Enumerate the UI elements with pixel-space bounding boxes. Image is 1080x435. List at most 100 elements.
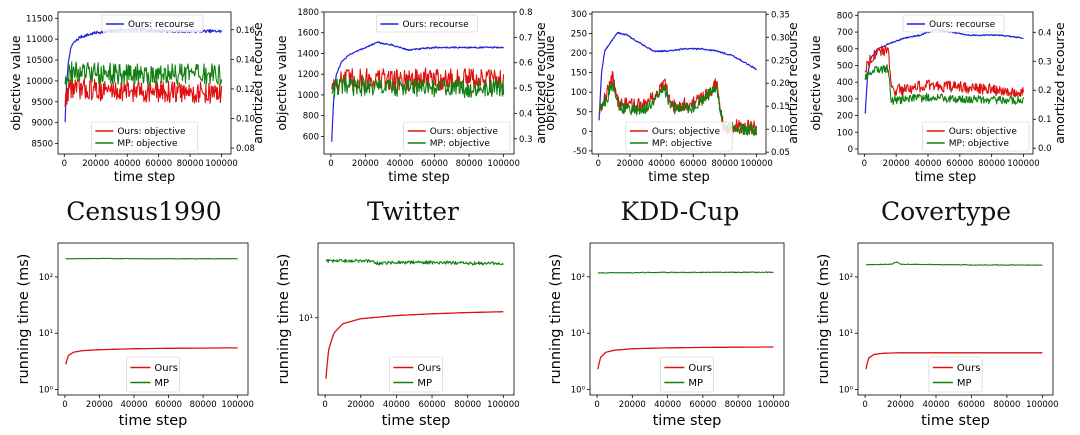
legend-label-mp: MP: objective bbox=[430, 139, 491, 149]
y2-tick-label: 0.7 bbox=[519, 33, 533, 43]
x-tick-label: 60000 bbox=[958, 400, 985, 410]
series-group bbox=[865, 261, 1043, 370]
plot-frame bbox=[323, 11, 515, 155]
x-tick-label: 0 bbox=[62, 159, 67, 169]
x-axis-label: time step bbox=[653, 413, 722, 429]
y2-tick-label: 0.35 bbox=[771, 10, 790, 20]
series-line-ours bbox=[864, 45, 1025, 98]
legend-label-mp: MP: objective bbox=[117, 139, 178, 149]
legend-label-ours: Ours bbox=[957, 363, 981, 374]
y-tick-label: 10000 bbox=[26, 77, 53, 87]
legend-box bbox=[922, 121, 1030, 152]
y-tick-label: 9500 bbox=[31, 98, 53, 108]
plot-frame bbox=[589, 242, 785, 396]
y-tick-label: 300 bbox=[837, 95, 853, 105]
x-tick-label: 100000 bbox=[757, 400, 789, 410]
series-line-mp bbox=[325, 258, 504, 266]
legend-label-mp: MP bbox=[154, 378, 169, 389]
y2-tick-label: 0.3 bbox=[519, 135, 533, 145]
x-tick-label: 80000 bbox=[993, 400, 1020, 410]
x-tick-label: 20000 bbox=[887, 400, 914, 410]
y-tick-label: 10¹ bbox=[39, 329, 53, 339]
y2-tick-label: 0.10 bbox=[236, 115, 255, 125]
x-tick-label: 100000 bbox=[487, 400, 519, 410]
legend-label-ours: Ours: objective bbox=[117, 127, 186, 137]
x-tick-label: 40000 bbox=[120, 400, 147, 410]
legend-label-ours: Ours: objective bbox=[949, 127, 1018, 137]
y-tick-label: 10⁰ bbox=[839, 386, 854, 396]
y-tick-label: 8500 bbox=[31, 140, 53, 150]
x-tick-label: 80000 bbox=[725, 400, 752, 410]
y-tick-label: 500 bbox=[837, 61, 853, 71]
x-tick-label: 100000 bbox=[487, 159, 519, 169]
x-tick-label: 60000 bbox=[419, 400, 446, 410]
y-tick-label: 10² bbox=[839, 273, 853, 283]
y-axis-label: objective value bbox=[8, 35, 23, 131]
y-tick-label: 300 bbox=[571, 10, 587, 20]
series-line-ours bbox=[865, 352, 1043, 370]
y-tick-label: 400 bbox=[837, 78, 853, 88]
y-tick-label: 200 bbox=[571, 49, 587, 59]
x-tick-label: 20000 bbox=[619, 400, 646, 410]
y-tick-label: 1600 bbox=[297, 29, 319, 39]
y2-tick-label: 0.0 bbox=[1038, 144, 1052, 154]
x-tick-label: 0 bbox=[62, 400, 67, 410]
y-tick-label: 0 bbox=[582, 127, 587, 137]
x-tick-label: 80000 bbox=[711, 159, 738, 169]
x-axis-label: time step bbox=[921, 413, 990, 429]
y2-tick-label: 0.20 bbox=[771, 79, 790, 89]
x-tick-label: 40000 bbox=[648, 159, 675, 169]
y-tick-label: -50 bbox=[573, 147, 587, 157]
y2-tick-label: 0.10 bbox=[771, 125, 790, 135]
x-tick-label: 0 bbox=[862, 159, 867, 169]
y2-tick-label: 0.25 bbox=[771, 56, 790, 66]
x-tick-label: 0 bbox=[594, 400, 599, 410]
y-axis-label: running time (ms) bbox=[16, 254, 32, 385]
x-tick-label: 0 bbox=[862, 400, 867, 410]
x-tick-label: 80000 bbox=[177, 159, 204, 169]
legend-label-recourse: Ours: recourse bbox=[929, 20, 996, 30]
x-axis-label: time step bbox=[119, 413, 188, 429]
legend-label-mp: MP: objective bbox=[652, 139, 713, 149]
y2-axis-label: amortized recourse bbox=[785, 22, 800, 144]
y2-tick-label: 0.30 bbox=[771, 33, 790, 43]
x-tick-label: 80000 bbox=[190, 400, 217, 410]
y-axis-label: running time (ms) bbox=[548, 254, 564, 385]
y-tick-label: 1800 bbox=[297, 8, 319, 18]
y2-axis-label: amortized recourse bbox=[250, 22, 265, 144]
y-tick-label: 700 bbox=[837, 28, 853, 38]
plot-frame bbox=[317, 242, 515, 396]
x-tick-label: 100000 bbox=[1026, 400, 1058, 410]
y-axis-label: running time (ms) bbox=[816, 254, 832, 385]
x-tick-label: 100000 bbox=[205, 159, 237, 169]
y-tick-label: 9000 bbox=[31, 119, 53, 129]
y2-tick-label: 0.15 bbox=[771, 102, 790, 112]
legend-label-recourse: Ours: recourse bbox=[128, 20, 195, 30]
y-tick-label: 10⁰ bbox=[39, 386, 54, 396]
series-line-ours bbox=[64, 78, 223, 108]
legend-label-mp: MP: objective bbox=[949, 139, 1010, 149]
y-tick-label: 250 bbox=[571, 30, 587, 40]
legend-label-mp: MP bbox=[417, 378, 432, 389]
y-axis-label: objective value bbox=[274, 35, 289, 131]
y2-tick-label: 0.4 bbox=[519, 109, 533, 119]
x-tick-label: 40000 bbox=[114, 159, 141, 169]
legend-label-ours: Ours bbox=[154, 363, 178, 374]
y-tick-label: 1000 bbox=[297, 91, 319, 101]
y-tick-label: 0 bbox=[848, 145, 853, 155]
legend-box bbox=[376, 14, 478, 33]
y2-axis-label: amortized recourse bbox=[1052, 22, 1067, 144]
y-axis-label: objective value bbox=[542, 35, 557, 131]
y-tick-label: 11500 bbox=[26, 14, 53, 24]
dataset-title-census1990: Census1990 bbox=[66, 197, 222, 226]
y-tick-label: 200 bbox=[837, 112, 853, 122]
y2-tick-label: 0.14 bbox=[236, 55, 255, 65]
legend-label-mp: MP bbox=[688, 378, 703, 389]
y2-tick-label: 0.12 bbox=[236, 85, 255, 95]
y-tick-label: 10500 bbox=[26, 56, 53, 66]
plot-frame bbox=[57, 11, 232, 155]
